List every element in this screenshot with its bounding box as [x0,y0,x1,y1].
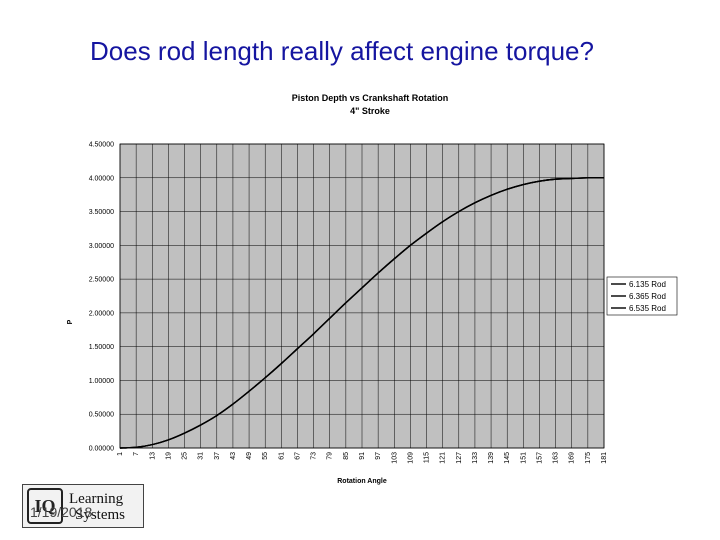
x-tick-label: 163 [553,452,560,464]
x-tick-label: 151 [520,452,527,464]
legend-label: 6.365 Rod [629,292,666,301]
x-tick-label: 43 [230,452,237,460]
x-tick-label: 73 [311,452,318,460]
legend-label: 6.535 Rod [629,304,666,313]
series-lines [119,177,605,449]
x-tick-label: 55 [262,452,269,460]
y-tick-label: 4.50000 [89,142,114,149]
x-tick-label: 145 [504,452,511,464]
y-axis-title: P [67,319,74,324]
y-tick-label: 0.00000 [89,446,114,453]
company-logo: IQ Learning Systems [22,484,144,528]
x-tick-label: 49 [246,452,253,460]
y-axis-tick-labels: 0.00000 0.50000 1.00000 1.50000 2.00000 2.500… [89,142,114,453]
x-tick-label: 175 [585,452,592,464]
x-tick-label: 115 [424,452,431,463]
x-tick-label: 157 [536,452,543,464]
legend-label: 6.135 Rod [629,280,666,289]
x-tick-label: 127 [456,452,463,464]
x-tick-label: 19 [165,452,172,460]
vertical-gridlines [119,144,605,448]
x-tick-label: 91 [359,452,366,460]
x-tick-label: 121 [440,452,447,464]
x-tick-label: 139 [488,452,495,464]
x-tick-label: 37 [214,452,221,460]
y-tick-label: 3.00000 [89,243,114,250]
horizontal-gridlines [120,143,604,449]
x-tick-label: 103 [391,452,398,464]
y-tick-label: 2.50000 [89,277,114,284]
chart-title: Piston Depth vs Crankshaft Rotation [291,93,449,103]
series-line [119,177,605,449]
x-tick-label: 7 [133,452,140,456]
legend: 6.135 Rod 6.365 Rod 6.535 Rod [606,276,678,316]
y-tick-label: 0.50000 [89,412,114,419]
x-axis-tick-labels: 1 7 13 19 25 31 37 43 49 55 61 67 73 79 85 91 97 103 109 11… [117,452,608,464]
slide-date: 1/19/2018 [30,504,93,520]
slide-title: Does rod length really affect engine tor… [90,36,594,66]
x-tick-label: 13 [149,452,156,460]
x-tick-label: 31 [198,452,205,460]
x-tick-label: 85 [343,452,350,460]
x-tick-label: 61 [278,452,285,460]
logo-mark: IQ [27,488,63,524]
x-tick-label: 169 [569,452,576,464]
y-tick-label: 4.00000 [89,175,114,182]
x-tick-label: 109 [407,452,414,464]
y-tick-label: 3.50000 [89,209,114,216]
logo-line-2: Systems [75,507,126,523]
x-tick-label: 25 [182,452,189,460]
y-tick-label: 2.00000 [89,310,114,317]
logo-line-1: Learning [69,491,124,507]
x-tick-label: 67 [294,452,301,460]
x-tick-label: 97 [375,452,382,460]
chart-title-block: Piston Depth vs Crankshaft Rotation 4" S… [240,92,500,118]
x-tick-label: 79 [327,452,334,460]
x-tick-label: 1 [117,452,124,456]
y-tick-label: 1.00000 [89,378,114,385]
x-tick-label: 181 [601,452,608,464]
y-tick-label: 1.50000 [89,344,114,351]
x-tick-label: 133 [472,452,479,464]
x-axis-title: Rotation Angle [337,478,387,485]
chart-subtitle: 4" Stroke [350,106,390,116]
